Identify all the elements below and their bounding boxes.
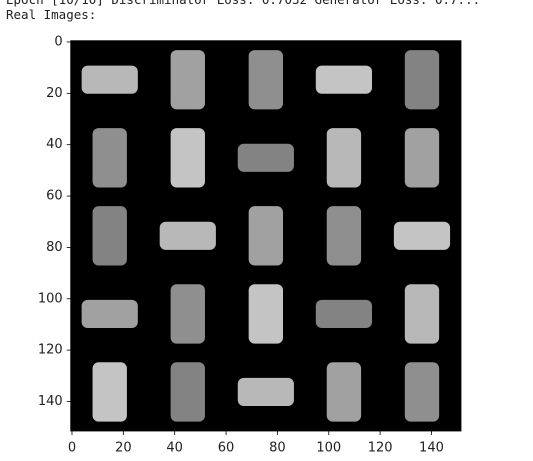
thumbnail	[92, 206, 127, 266]
x-tick-label: 100	[316, 441, 341, 456]
thumbnail	[170, 284, 205, 344]
y-tick-label: 40	[46, 137, 63, 152]
thumbnail	[170, 50, 205, 110]
y-tick-label: 60	[46, 189, 63, 204]
thumbnail	[81, 299, 138, 328]
thumbnail	[326, 206, 362, 266]
thumbnail	[248, 284, 284, 344]
y-tick-label: 20	[46, 86, 63, 101]
thumbnail	[393, 221, 451, 250]
x-tick-label: 80	[269, 441, 286, 456]
thumbnail	[170, 128, 205, 188]
thumbnail	[315, 65, 373, 94]
thumbnail	[404, 50, 440, 110]
x-tick-label: 140	[419, 441, 444, 456]
thumbnail	[237, 377, 294, 407]
y-tick-label: 140	[38, 394, 63, 409]
log-line: Real Images:	[6, 7, 97, 22]
thumbnail	[404, 128, 440, 188]
thumbnail	[315, 299, 373, 328]
image-grid	[70, 40, 461, 431]
thumbnail	[326, 128, 362, 188]
x-tick-label: 0	[68, 441, 76, 456]
axes-frame	[70, 40, 462, 432]
thumbnail	[237, 143, 294, 172]
thumbnail	[248, 206, 284, 266]
thumbnail	[404, 284, 440, 344]
x-tick-label: 40	[166, 441, 183, 456]
thumbnail	[92, 362, 127, 422]
y-tick-label: 100	[38, 291, 63, 306]
y-tick-label: 120	[38, 343, 63, 358]
thumbnail	[170, 362, 205, 422]
thumbnail	[92, 128, 127, 188]
thumbnail	[159, 221, 216, 250]
x-tick-label: 20	[115, 441, 132, 456]
x-tick-label: 60	[218, 441, 235, 456]
log-line: Epoch [10/10] Discriminator Loss: 0.7032…	[6, 0, 480, 7]
thumbnail	[248, 50, 284, 110]
thumbnail	[81, 65, 138, 94]
y-tick-label: 80	[46, 240, 63, 255]
y-tick-label: 0	[54, 34, 62, 49]
thumbnail	[326, 362, 362, 422]
thumbnail	[404, 362, 440, 422]
x-tick-label: 120	[368, 441, 393, 456]
